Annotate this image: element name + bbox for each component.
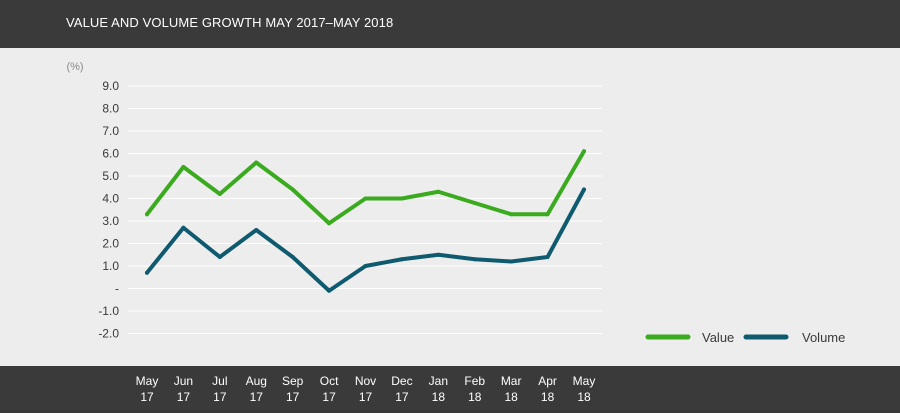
x-tick-year: 18 <box>577 390 591 404</box>
x-tick-year: 17 <box>176 390 191 404</box>
x-tick-year: 18 <box>540 390 555 404</box>
x-tick-month: Sep <box>281 374 304 388</box>
data-point-value <box>509 212 514 217</box>
x-tick-month: Jul <box>212 374 228 388</box>
plot-area: (%) 9.0 8.0 7.0 6.0 5.0 4.0 3.0 2.0 1.0 - -1.0 -2.0 V… <box>0 48 900 366</box>
data-point-value <box>254 160 259 165</box>
y-tick-label: -2.0 <box>98 327 119 341</box>
x-tick-label: Nov 17 <box>346 373 386 405</box>
data-point-value <box>363 196 368 201</box>
x-tick-month: Oct <box>319 374 339 388</box>
y-tick-label: 1.0 <box>102 259 119 273</box>
x-tick-label: Mar 18 <box>491 373 531 405</box>
chart-header: VALUE AND VOLUME GROWTH MAY 2017–MAY 201… <box>0 0 900 48</box>
x-tick-month: May <box>572 374 596 388</box>
data-point-volume <box>254 228 259 232</box>
legend-label-volume: Volume <box>802 330 845 345</box>
data-point-value <box>290 187 295 192</box>
x-tick-label: Sep 17 <box>273 373 313 405</box>
x-tick-month: Jan <box>428 374 448 388</box>
x-tick-month: Feb <box>464 374 486 388</box>
series-line-value <box>145 149 586 226</box>
data-point-value <box>327 221 332 226</box>
legend-label-value: Value <box>702 330 734 345</box>
series-line-volume <box>145 187 586 293</box>
x-tick-year: 17 <box>249 390 263 404</box>
y-tick-label: 6.0 <box>102 147 119 161</box>
y-axis-unit-label: (%) <box>66 61 83 73</box>
x-tick-label: Jul 17 <box>200 373 240 405</box>
x-tick-year: 17 <box>395 390 409 404</box>
x-tick-year: 18 <box>431 390 445 404</box>
y-tick-label: 9.0 <box>102 79 119 93</box>
data-point-volume <box>509 259 514 264</box>
y-tick-label: 7.0 <box>102 124 119 138</box>
x-tick-year: 17 <box>358 390 373 404</box>
x-axis-band: May 17 Jun 17 Jul 17 Aug 17 Sep 17 Oct 17 Nov 17 Dec 17… <box>0 366 900 413</box>
data-point-value <box>217 192 222 196</box>
x-tick-month: Aug <box>245 374 267 388</box>
y-tick-label: -1.0 <box>98 304 119 318</box>
data-point-volume <box>472 257 477 262</box>
data-point-volume <box>582 187 586 192</box>
x-tick-year: 17 <box>322 390 336 404</box>
data-point-value <box>436 189 441 194</box>
data-point-volume <box>145 270 149 275</box>
x-tick-year: 17 <box>213 390 227 404</box>
x-tick-label: May 17 <box>127 373 167 405</box>
data-point-value <box>181 165 186 169</box>
data-point-volume <box>545 255 550 259</box>
x-tick-label: Jan 18 <box>418 373 458 405</box>
data-point-volume <box>217 255 222 259</box>
x-tick-label: Dec 17 <box>382 373 422 405</box>
x-tick-year: 17 <box>140 390 154 404</box>
y-tick-label: 4.0 <box>102 192 119 206</box>
x-tick-month: Jun <box>173 374 194 388</box>
data-point-volume <box>290 255 295 259</box>
data-point-value <box>582 149 586 154</box>
line-chart: (%) 9.0 8.0 7.0 6.0 5.0 4.0 3.0 2.0 1.0 - -1.0 -2.0 V… <box>66 61 845 345</box>
data-point-value <box>399 196 404 201</box>
chart-title: VALUE AND VOLUME GROWTH MAY 2017–MAY 201… <box>66 15 394 30</box>
x-tick-month: Mar <box>500 374 522 388</box>
data-point-value <box>545 212 550 217</box>
y-tick-label: 5.0 <box>102 169 119 183</box>
data-point-volume <box>327 288 332 293</box>
data-point-volume <box>399 257 404 262</box>
x-tick-label: Apr 18 <box>528 373 568 405</box>
x-tick-month: Nov <box>354 374 377 388</box>
data-point-volume <box>363 264 368 268</box>
x-tick-label: Jun 17 <box>163 373 203 405</box>
y-tick-label: - <box>115 282 119 296</box>
x-tick-month: Dec <box>391 374 413 388</box>
x-tick-year: 18 <box>468 390 482 404</box>
data-point-volume <box>436 252 441 257</box>
data-point-value <box>472 201 477 205</box>
data-point-volume <box>181 225 186 230</box>
x-tick-month: May <box>135 374 159 388</box>
y-tick-label: 2.0 <box>102 237 119 251</box>
x-tick-year: 17 <box>285 390 300 404</box>
x-tick-year: 18 <box>504 390 518 404</box>
x-tick-label: Oct 17 <box>309 373 349 405</box>
data-point-value <box>145 212 149 217</box>
y-tick-label: 8.0 <box>102 102 119 116</box>
x-tick-label: Aug 17 <box>236 373 276 405</box>
x-tick-label: Feb 18 <box>455 373 495 405</box>
x-tick-label: May 18 <box>564 373 604 405</box>
y-tick-label: 3.0 <box>102 214 119 228</box>
x-tick-month: Apr <box>538 374 557 388</box>
